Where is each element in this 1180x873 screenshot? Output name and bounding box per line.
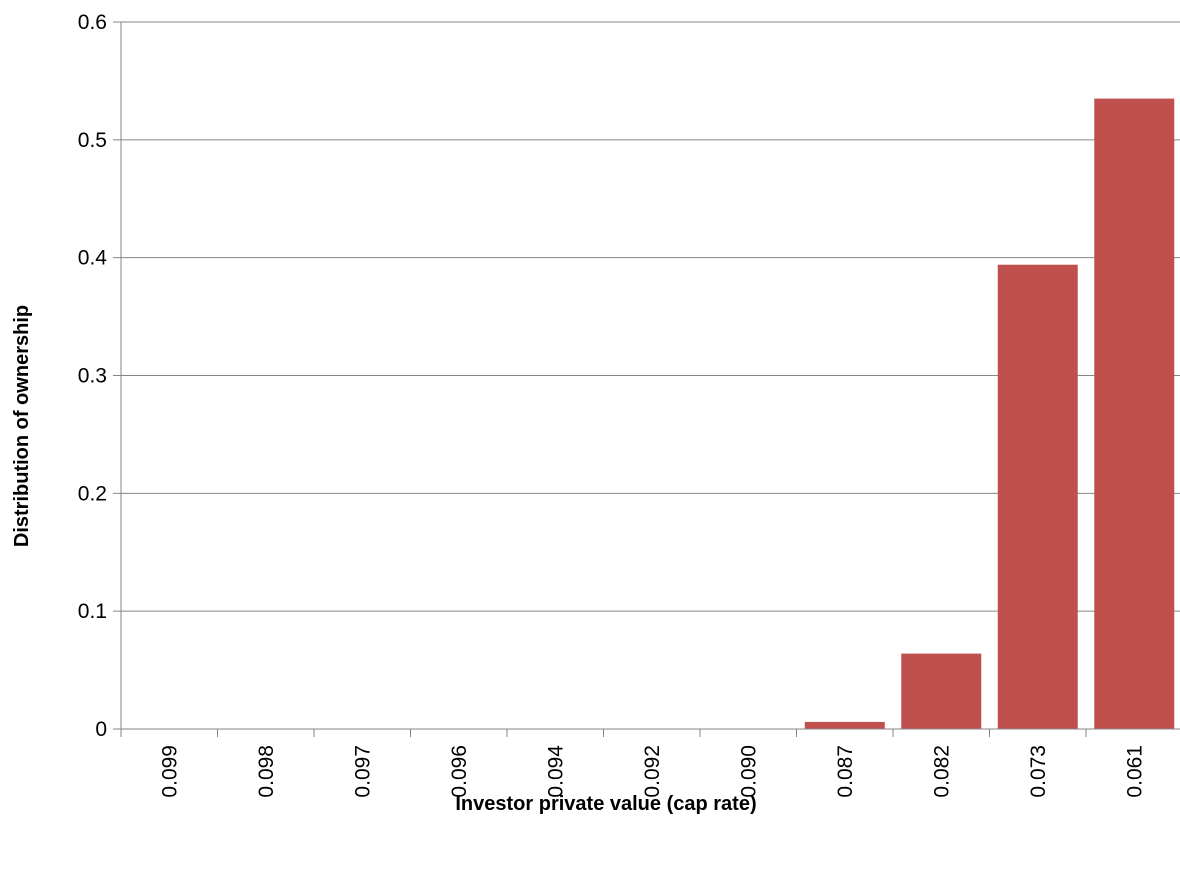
- bar: [804, 721, 885, 729]
- bar: [901, 653, 982, 729]
- x-tick-label: 0.082: [930, 745, 953, 798]
- y-tick-labels: 0 0.1 0.2 0.3 0.4 0.5 0.6: [78, 11, 108, 741]
- y-tick-label: 0.5: [78, 129, 107, 152]
- y-tick-label: 0.6: [78, 11, 107, 34]
- x-tick-label: 0.092: [641, 745, 664, 798]
- x-tick-label: 0.073: [1027, 745, 1050, 798]
- y-tick-label: 0: [95, 718, 107, 741]
- bars: [804, 98, 1175, 729]
- y-tick-label: 0.2: [78, 482, 107, 505]
- x-tick-label: 0.097: [351, 745, 374, 798]
- x-tick-label: 0.099: [158, 745, 181, 798]
- bar: [1094, 98, 1175, 729]
- y-tick-label: 0.3: [78, 365, 107, 388]
- x-tick-label: 0.094: [544, 745, 567, 798]
- x-tick-label: 0.098: [255, 745, 278, 798]
- x-tick-label: 0.061: [1123, 745, 1146, 798]
- x-axis-title: Investor private value (cap rate): [455, 793, 756, 815]
- y-tick-label: 0.1: [78, 600, 107, 623]
- y-axis-title: Distribution of ownership: [11, 305, 33, 547]
- x-tick-label: 0.087: [834, 745, 857, 798]
- bar: [997, 264, 1078, 729]
- x-tick-labels: 0.099 0.098 0.097 0.096 0.094 0.092 0.090 0.087…: [158, 745, 1146, 798]
- x-tick-label: 0.090: [737, 745, 760, 798]
- axes: [113, 21, 1180, 737]
- x-tick-label: 0.096: [448, 745, 471, 798]
- y-tick-label: 0.4: [78, 247, 108, 270]
